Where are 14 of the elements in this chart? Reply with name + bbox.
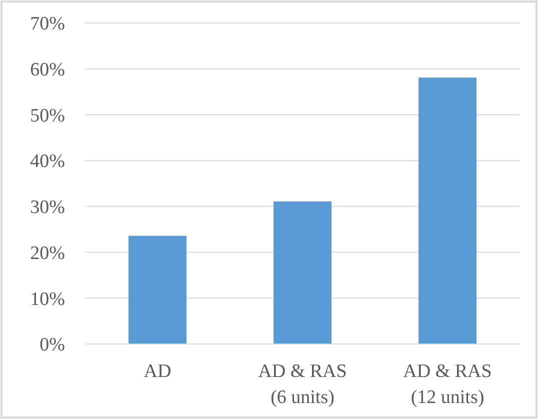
y-tick-label: 70%: [30, 14, 66, 35]
y-tick-label: 50%: [30, 105, 66, 126]
x-tick-label: AD & RAS (12 units): [403, 361, 492, 408]
bar: [274, 201, 332, 344]
y-tick-label: 20%: [30, 242, 66, 264]
bar: [128, 236, 186, 344]
x-tick-label: AD & RAS (6 units): [258, 361, 347, 408]
y-tick-label: 30%: [30, 197, 66, 218]
y-tick-label: 10%: [30, 288, 66, 310]
y-tick-label: 40%: [30, 151, 66, 172]
y-tick-label: 60%: [30, 60, 66, 81]
bar: [418, 78, 476, 344]
x-tick-label: AD: [144, 361, 172, 382]
y-tick-label: 0%: [40, 334, 66, 356]
